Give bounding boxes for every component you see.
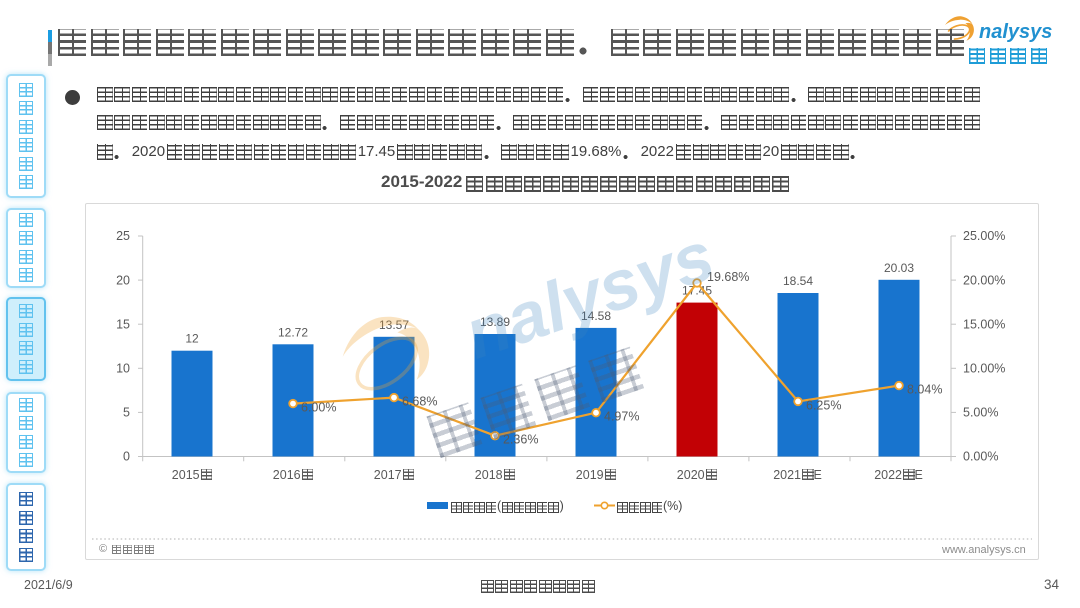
svg-text:20.00%: 20.00% (963, 273, 1005, 287)
svg-text:13.57: 13.57 (379, 318, 409, 332)
svg-text:20: 20 (116, 273, 130, 287)
svg-text:10: 10 (116, 362, 130, 376)
svg-text:19.68%: 19.68% (707, 270, 749, 284)
svg-text:18.54: 18.54 (783, 274, 813, 288)
svg-text:25.00%: 25.00% (963, 229, 1005, 243)
svg-text:20.03: 20.03 (884, 261, 914, 275)
svg-text:13.89: 13.89 (480, 315, 510, 329)
svg-text:15: 15 (116, 317, 130, 331)
svg-text:2.36%: 2.36% (503, 433, 538, 447)
svg-text:12.72: 12.72 (278, 325, 308, 339)
svg-text:5: 5 (123, 406, 130, 420)
svg-text:12: 12 (185, 332, 199, 346)
svg-text:0: 0 (123, 450, 130, 464)
svg-text:25: 25 (116, 229, 130, 243)
svg-text:6.00%: 6.00% (301, 401, 336, 415)
svg-text:0.00%: 0.00% (963, 450, 998, 464)
svg-text:14.58: 14.58 (581, 309, 611, 323)
svg-text:4.97%: 4.97% (604, 410, 639, 424)
svg-text:6.25%: 6.25% (806, 398, 841, 412)
svg-text:10.00%: 10.00% (963, 362, 1005, 376)
svg-text:8.04%: 8.04% (907, 383, 942, 397)
svg-text:6.68%: 6.68% (402, 395, 437, 409)
svg-text:5.00%: 5.00% (963, 406, 998, 420)
svg-text:15.00%: 15.00% (963, 317, 1005, 331)
